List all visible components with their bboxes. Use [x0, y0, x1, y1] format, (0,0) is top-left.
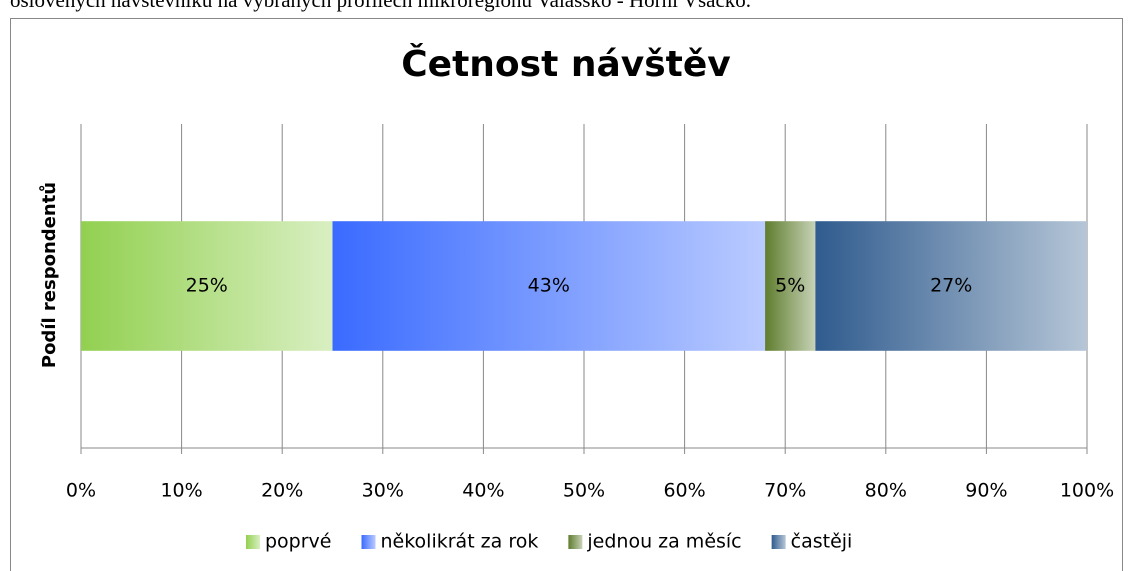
x-tick-label: 10% [160, 480, 202, 502]
data-label: 5% [775, 275, 805, 297]
bar [81, 221, 333, 351]
legend-label: poprvé [265, 531, 332, 553]
x-tick-label: 40% [462, 480, 504, 502]
x-tick-label: 50% [563, 480, 605, 502]
x-tick-label: 30% [362, 480, 404, 502]
data-label: 25% [186, 275, 228, 297]
caption: oslovených návštěvníků na vybraných prof… [10, 0, 751, 12]
legend-label: jednou za měsíc [586, 531, 741, 553]
x-tick-label: 70% [764, 480, 806, 502]
x-tick-label: 0% [66, 480, 96, 502]
bar [815, 221, 1087, 351]
x-tick-label: 60% [663, 480, 705, 502]
legend-swatch [771, 535, 786, 549]
data-label: 43% [528, 275, 570, 297]
x-tick-label: 90% [965, 480, 1007, 502]
legend-label: několikrát za rok [381, 531, 539, 553]
x-tick-label: 80% [865, 480, 907, 502]
x-tick-label: 20% [261, 480, 303, 502]
x-tick-label: 100% [1060, 480, 1114, 502]
bar [332, 221, 766, 351]
legend-label: častěji [791, 531, 853, 553]
bar [765, 221, 816, 351]
legend-swatch [361, 535, 376, 549]
legend-swatch [246, 535, 260, 549]
chart-title: Četnost návštěv [401, 43, 730, 85]
y-axis-label: Podíl respondentů [38, 182, 60, 368]
legend-swatch [568, 535, 583, 549]
data-label: 27% [930, 275, 972, 297]
